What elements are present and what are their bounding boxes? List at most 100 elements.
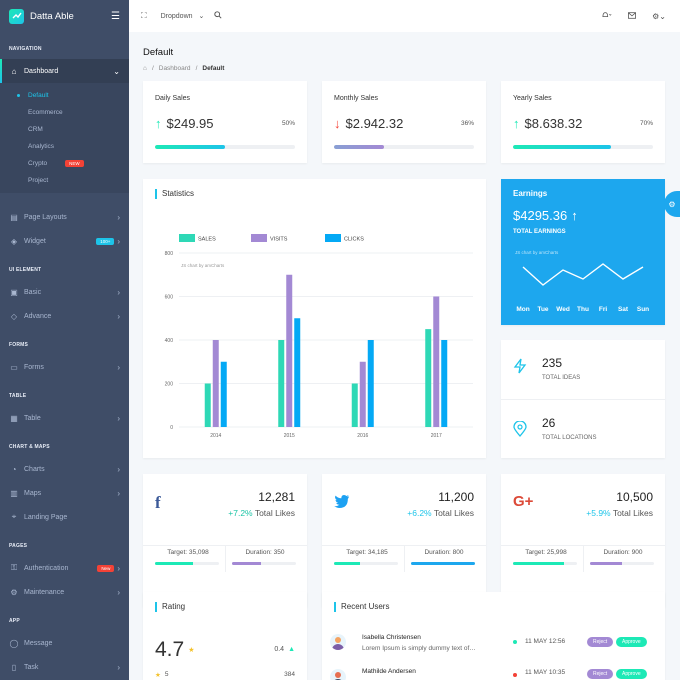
social-bottom	[143, 545, 307, 546]
social-value: 12,281	[258, 490, 295, 504]
sidebar-item-advance[interactable]: ◇ Advance ›	[0, 304, 129, 328]
sidebar-item-maintenance[interactable]: ⚙ Maintenance ›	[0, 580, 129, 604]
sidebar-item-maps[interactable]: ▥ Maps ›	[0, 481, 129, 505]
target-text: Target: 25,998	[525, 549, 567, 556]
divider-vertical	[583, 546, 584, 572]
gitlab-icon: ◇	[10, 311, 18, 321]
dashboard-submenu: Default Ecommerce CRM Analytics Crypto N…	[0, 83, 129, 193]
sale-value: ↑ $8.638.32	[513, 116, 582, 131]
legend-swatch	[179, 234, 195, 242]
chevron-right-icon: ›	[117, 311, 120, 321]
rating-side-value: 0.4	[274, 646, 285, 653]
status-dot	[513, 673, 517, 677]
duration-bar	[590, 562, 654, 565]
x-tick-label: 2015	[284, 433, 295, 439]
day-label: Mon	[516, 306, 529, 313]
menu-toggle-icon[interactable]: ☰	[111, 10, 120, 22]
target-bar	[513, 562, 577, 565]
breadcrumb: ⌂ / Dashboard / Default	[143, 65, 224, 72]
approve-button[interactable]: Approve	[616, 669, 647, 679]
sidebar-item-message[interactable]: ◯ Message	[0, 631, 129, 655]
statistics-chart: SALES VISITS CLICKS 0 200 400 600 800 JS chart b…	[165, 234, 473, 439]
chevron-right-icon: ›	[117, 488, 120, 498]
brand-logo-icon	[9, 8, 24, 24]
page-title: Default	[143, 47, 174, 58]
sidebar-item-table[interactable]: ▦ Table ›	[0, 406, 129, 430]
divider-vertical	[404, 546, 405, 572]
duration-bar	[232, 562, 296, 565]
user-name: Isabella Christensen	[362, 634, 421, 641]
social-label: Total Likes	[433, 508, 474, 518]
sidebar-item-landing[interactable]: ⌖ Landing Page	[0, 505, 129, 529]
social-value: 11,200	[438, 490, 474, 504]
bar	[441, 340, 448, 427]
sale-progress	[513, 145, 653, 149]
locations-value: 26	[542, 416, 556, 430]
nav-caption-ui: UI Element	[9, 267, 42, 273]
legend-swatch	[251, 234, 267, 242]
chevron-down-icon: ⌄	[113, 66, 120, 76]
sidebar-item-charts[interactable]: ◔ Charts ›	[0, 457, 129, 481]
avatar	[330, 669, 346, 680]
star-icon: ★	[155, 672, 161, 679]
box-icon: ▣	[10, 287, 18, 297]
sidebar-item-label: Table	[24, 414, 41, 422]
target-fill	[513, 562, 565, 565]
reject-button[interactable]: Reject	[587, 669, 614, 679]
progress-fill	[155, 145, 225, 149]
dropdown-menu[interactable]: Dropdown ⌄	[160, 12, 205, 21]
y-tick-label: 200	[165, 382, 174, 388]
social-percent: +6.2%	[407, 508, 432, 518]
facebook-icon: f	[155, 493, 161, 512]
navigation-icon: ⌖	[11, 512, 17, 521]
breadcrumb-dashboard[interactable]: Dashboard	[158, 65, 191, 72]
social-bottom	[322, 545, 486, 546]
search-icon[interactable]	[214, 11, 222, 21]
sidebar-item-page-layouts[interactable]: ▤ Page Layouts ›	[0, 205, 129, 229]
earnings-label: TOTAL EARNINGS	[513, 229, 566, 235]
sidebar-subitem-analytics[interactable]: Analytics	[28, 143, 55, 150]
chevron-right-icon: ›	[117, 662, 120, 672]
widget-badge: 100+	[96, 237, 115, 245]
sidebar-item-authentication[interactable]: ⚿ Authentication New ›	[0, 556, 129, 580]
sidebar-subitem-project[interactable]: Project	[28, 177, 49, 184]
sidebar-item-basic[interactable]: ▣ Basic ›	[0, 280, 129, 304]
earnings-line	[522, 263, 644, 286]
target-fill	[334, 562, 360, 565]
sale-amount: $8.638.32	[524, 116, 583, 131]
sidebar-subitem-ecommerce[interactable]: Ecommerce	[28, 109, 63, 116]
duration-fill	[411, 562, 475, 565]
twitter-card: 11,200 +6.2% Total Likes Target: 34,185 …	[322, 474, 486, 607]
mail-icon[interactable]	[628, 11, 637, 21]
day-label: Fri	[599, 306, 608, 313]
progress-fill	[513, 145, 611, 149]
user-name: Mathilde Andersen	[362, 668, 416, 675]
dropdown-label: Dropdown	[160, 12, 193, 20]
settings-icon[interactable]: ⚙⌄	[652, 11, 666, 21]
fullscreen-icon[interactable]: ⛶	[141, 11, 147, 20]
customizer-toggle[interactable]: ⚙	[664, 191, 680, 217]
sidebar-subitem-default[interactable]: Default	[0, 87, 129, 104]
recent-users-title: Recent Users	[334, 602, 389, 612]
chevron-right-icon: ›	[117, 212, 120, 222]
rating-row-star: 5	[164, 671, 169, 678]
user-date: 11 MAY 10:35	[525, 669, 566, 676]
sidebar-item-forms[interactable]: ▭ Forms ›	[0, 355, 129, 379]
bar	[294, 318, 301, 427]
sidebar-subitem-crm[interactable]: CRM	[28, 126, 43, 133]
rating-row-count: 384	[284, 671, 295, 678]
sale-progress	[155, 145, 295, 149]
arrow-up-icon: ↑	[155, 116, 162, 131]
bell-icon[interactable]	[601, 11, 612, 21]
sidebar-item-widget[interactable]: ◈ Widget 100+ ›	[0, 229, 129, 253]
sidebar-item-task[interactable]: ▯ Task ›	[0, 655, 129, 679]
home-icon[interactable]: ⌂	[143, 65, 147, 72]
sidebar-item-dashboard[interactable]: ⌂ Dashboard ⌄	[0, 59, 129, 83]
approve-button[interactable]: Approve	[616, 637, 647, 647]
reject-button[interactable]: Reject	[587, 637, 614, 647]
sidebar-subitem-crypto[interactable]: Crypto NEW	[0, 155, 129, 172]
map-pin-icon	[513, 420, 527, 439]
sidebar-item-label: Advance	[24, 312, 52, 320]
ideas-value: 235	[542, 356, 563, 370]
target-bar	[334, 562, 398, 565]
